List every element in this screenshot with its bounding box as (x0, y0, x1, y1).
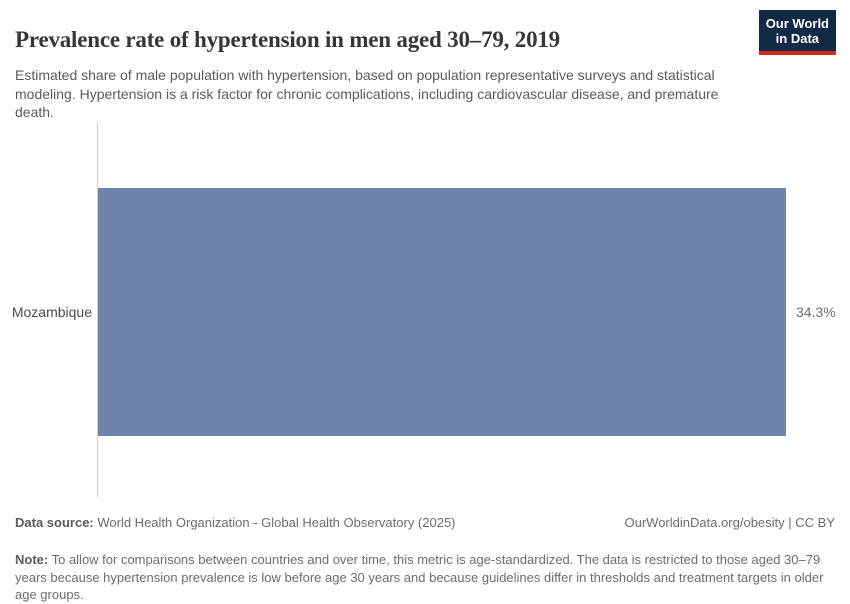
note-label: Note: (15, 552, 49, 567)
chart-subtitle: Estimated share of male population with … (15, 67, 719, 120)
bar-row-mozambique: Mozambique 34.3% (0, 188, 850, 436)
value-label-mozambique: 34.3% (796, 304, 836, 320)
footer-note: Note: To allow for comparisons between c… (15, 551, 837, 604)
data-source-value: World Health Organization - Global Healt… (93, 515, 456, 530)
attribution-text: OurWorldinData.org/obesity | CC BY (624, 515, 836, 530)
bar-mozambique (98, 188, 786, 436)
chart-title: Prevalence rate of hypertension in men a… (15, 27, 560, 53)
plot-area (98, 188, 786, 436)
owid-logo-line2: in Data (775, 31, 820, 46)
category-label-mozambique: Mozambique (11, 304, 92, 320)
note-value: To allow for comparisons between countri… (15, 552, 824, 602)
y-axis-line (97, 122, 98, 497)
data-source-label: Data source: (15, 515, 94, 530)
owid-logo: Our World in Data (758, 10, 836, 55)
footer-source-line: Data source: World Health Organization -… (15, 515, 835, 530)
chart-area: Mozambique 34.3% (0, 122, 850, 497)
owid-logo-line1: Our World (765, 16, 829, 31)
data-source-text: Data source: World Health Organization -… (15, 515, 456, 530)
